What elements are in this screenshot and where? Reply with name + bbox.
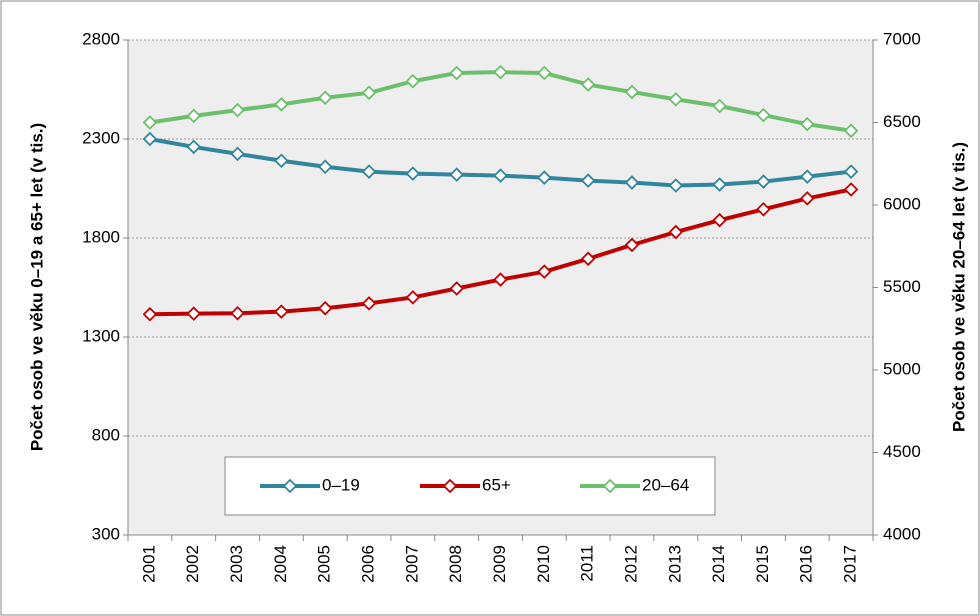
data-point xyxy=(186,139,202,155)
data-point xyxy=(449,65,464,81)
data-point xyxy=(668,224,684,240)
x-tick-label: 2004 xyxy=(271,545,290,583)
legend-label: 0–19 xyxy=(322,475,360,494)
data-point xyxy=(317,159,333,174)
data-point xyxy=(624,84,640,100)
data-point xyxy=(405,73,421,89)
x-tick-label: 2013 xyxy=(665,545,684,583)
data-point xyxy=(537,264,552,279)
data-point xyxy=(843,123,859,139)
plot-area xyxy=(128,40,873,535)
data-point xyxy=(230,102,245,118)
y2-tick-label: 5500 xyxy=(883,277,921,296)
data-point xyxy=(493,272,508,287)
data-point xyxy=(799,169,815,184)
data-point xyxy=(756,107,771,123)
data-point xyxy=(274,153,289,169)
x-tick-label: 2012 xyxy=(621,545,640,583)
data-point xyxy=(274,97,289,112)
data-point xyxy=(361,296,377,311)
legend-marker xyxy=(442,478,458,494)
y2-tick-label: 5000 xyxy=(883,359,921,378)
data-point xyxy=(624,237,640,253)
data-point xyxy=(361,85,377,101)
x-tick-label: 2017 xyxy=(841,545,860,583)
y-tick-label: 2800 xyxy=(82,29,120,48)
x-tick-label: 2006 xyxy=(359,545,378,583)
data-point xyxy=(843,164,859,179)
y-tick-label: 2300 xyxy=(82,128,120,147)
data-point xyxy=(493,64,508,80)
x-tick-label: 2009 xyxy=(490,545,509,583)
y-tick-label: 800 xyxy=(92,425,120,444)
y2-tick-label: 4000 xyxy=(883,524,921,543)
data-point xyxy=(186,306,202,321)
data-point xyxy=(712,177,727,192)
data-point xyxy=(712,98,727,114)
x-tick-label: 2014 xyxy=(709,545,728,583)
data-point xyxy=(493,168,508,183)
data-point xyxy=(317,301,333,316)
legend-marker xyxy=(602,478,618,494)
x-tick-label: 2010 xyxy=(534,545,553,583)
data-point xyxy=(317,90,333,106)
data-point xyxy=(668,178,684,193)
y-tick-label: 1800 xyxy=(82,227,120,246)
legend-label: 20–64 xyxy=(642,475,689,494)
data-point xyxy=(230,146,245,162)
data-point xyxy=(405,166,421,181)
data-point xyxy=(449,167,464,182)
data-point xyxy=(449,281,464,296)
x-tick-label: 2001 xyxy=(139,545,158,583)
x-tick-label: 2005 xyxy=(315,545,334,583)
y2-tick-label: 7000 xyxy=(883,29,921,48)
data-point xyxy=(361,164,377,179)
data-point xyxy=(799,116,815,132)
x-tick-label: 2003 xyxy=(227,545,246,583)
data-point xyxy=(712,212,727,228)
y2-tick-label: 6500 xyxy=(883,112,921,131)
data-point xyxy=(186,108,202,124)
data-point xyxy=(537,170,552,185)
y2-axis-label: Počet osob ve věku 20–64 let (v tis.) xyxy=(949,142,968,432)
y-tick-label: 1300 xyxy=(82,326,120,345)
y2-tick-label: 4500 xyxy=(883,442,921,461)
data-point xyxy=(405,290,421,305)
data-point xyxy=(142,131,158,147)
x-tick-label: 2008 xyxy=(446,545,465,583)
data-point xyxy=(756,202,771,217)
data-point xyxy=(274,304,289,319)
legend-marker xyxy=(282,478,298,494)
x-tick-label: 2015 xyxy=(753,545,772,583)
data-point xyxy=(142,115,158,130)
data-point xyxy=(580,173,596,188)
data-point xyxy=(843,182,859,197)
data-point xyxy=(142,306,158,322)
y-tick-label: 300 xyxy=(92,524,120,543)
data-point xyxy=(756,174,771,189)
data-point xyxy=(624,175,640,190)
data-point xyxy=(668,92,684,107)
x-tick-label: 2007 xyxy=(402,545,421,583)
legend-label: 65+ xyxy=(482,475,511,494)
data-point xyxy=(580,77,596,92)
data-point xyxy=(799,191,815,206)
x-tick-label: 2011 xyxy=(578,545,597,582)
x-tick-label: 2002 xyxy=(183,545,202,583)
data-point xyxy=(537,65,552,81)
y2-tick-label: 6000 xyxy=(883,194,921,213)
y-axis-label: Počet osob ve věku 0–19 a 65+ let (v tis… xyxy=(27,123,46,451)
x-tick-label: 2016 xyxy=(797,545,816,583)
data-point xyxy=(230,305,245,321)
data-point xyxy=(580,251,596,267)
